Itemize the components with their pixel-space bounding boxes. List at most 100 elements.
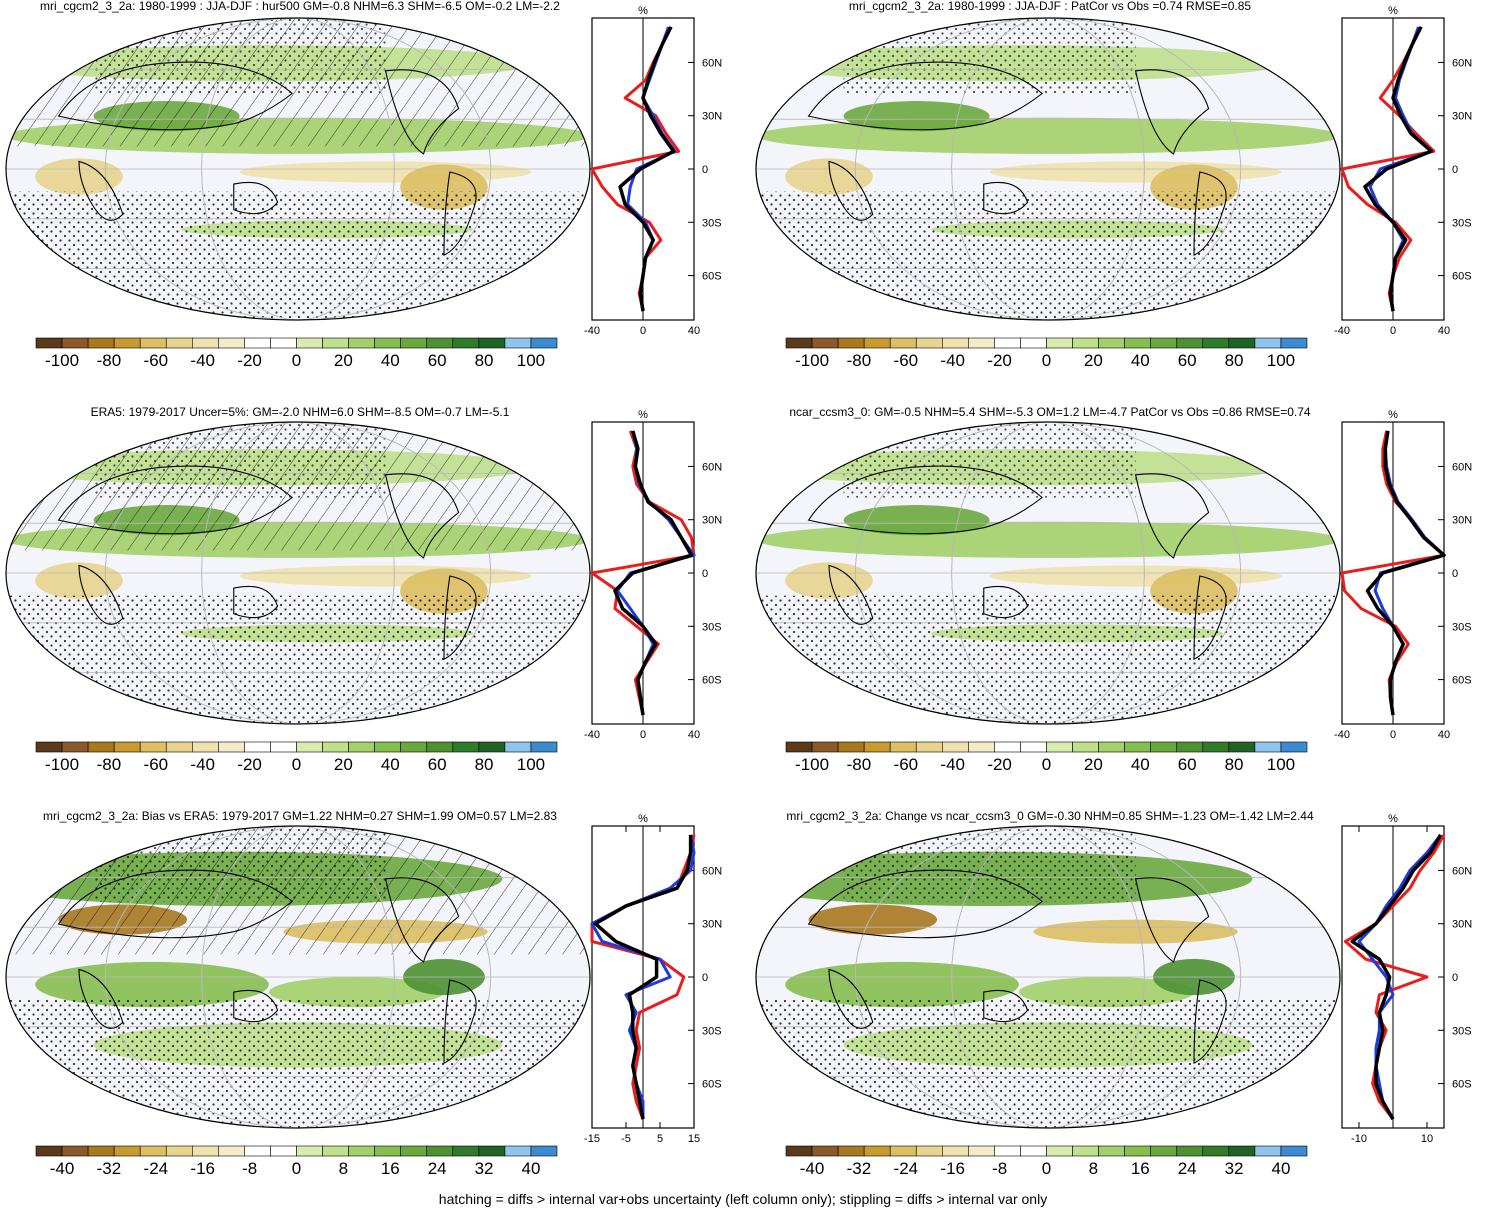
zonal-profile: % 60N 30N 0 30S 60S -40 0 40 xyxy=(1334,409,1472,741)
colorbar-label: 0 xyxy=(1042,1159,1051,1178)
profile-ytick-label: 60N xyxy=(1452,865,1472,877)
colorbar-label: 80 xyxy=(475,755,494,774)
colorbar-swatch xyxy=(968,1145,995,1157)
profile-ytick-label: 30N xyxy=(702,919,722,931)
colorbar-swatch xyxy=(941,1145,969,1157)
colorbar-swatch xyxy=(994,337,1021,349)
panel-p5: mri_cgcm2_3_2a: Bias vs ERA5: 1979-2017 … xyxy=(5,809,722,1178)
colorbar-label: -80 xyxy=(97,755,122,774)
colorbar-swatch xyxy=(322,1145,349,1157)
colorbar-swatch xyxy=(322,741,349,753)
continent-outline xyxy=(1134,473,1210,559)
field-region xyxy=(239,565,532,587)
profile-ytick-label: 30N xyxy=(1452,111,1472,123)
profile-ytick-label: 60S xyxy=(1452,1079,1472,1091)
colorbar-swatch xyxy=(113,337,141,349)
colorbar-swatch xyxy=(1228,337,1256,349)
colorbar-swatch xyxy=(348,1145,375,1157)
colorbar-label: 80 xyxy=(1225,351,1244,370)
map-meridian xyxy=(104,826,492,1128)
map-border xyxy=(755,17,1341,321)
continent-outline xyxy=(443,171,477,256)
colorbar-swatch xyxy=(1098,741,1125,753)
profile-ytick-label: 30S xyxy=(1452,621,1472,633)
continent-outline xyxy=(1134,877,1210,963)
continent-outline xyxy=(233,989,279,1023)
profile-ytick-label: 60N xyxy=(702,865,722,877)
colorbar-label: -24 xyxy=(894,1159,919,1178)
colorbar-label: -100 xyxy=(45,755,79,774)
colorbar-swatch xyxy=(1176,741,1204,753)
colorbar-label: 80 xyxy=(475,351,494,370)
colorbar-swatch xyxy=(452,1145,480,1157)
colorbar-swatch xyxy=(35,1145,63,1157)
map xyxy=(6,826,590,1128)
colorbar-swatch xyxy=(61,337,89,349)
colorbar: -100 -80 -60 -40 -20 0 20 40 60 80 100 xyxy=(35,337,558,370)
continent-outline xyxy=(443,979,477,1064)
colorbar-swatch xyxy=(374,741,401,753)
profile-xtick-label: 0 xyxy=(640,325,646,337)
colorbar-label: 40 xyxy=(1131,351,1150,370)
profile-xtick-label: -40 xyxy=(584,325,600,337)
colorbar-swatch xyxy=(1150,337,1178,349)
colorbar-swatch xyxy=(1124,741,1152,753)
map-border xyxy=(5,421,591,725)
map xyxy=(6,18,590,320)
profile-unit: % xyxy=(1388,813,1398,825)
continent-outline xyxy=(57,61,294,131)
colorbar-label: -60 xyxy=(144,755,169,774)
continent-outline xyxy=(1134,69,1210,155)
colorbar-swatch xyxy=(87,337,115,349)
colorbar-label: -16 xyxy=(190,1159,215,1178)
colorbar-label: 20 xyxy=(334,351,353,370)
zonal-profile: % 60N 30N 0 30S 60S -15 -5 5 15 xyxy=(584,813,722,1145)
colorbar-swatch xyxy=(837,337,865,349)
continent-outline xyxy=(807,465,1044,535)
colorbar-label: 60 xyxy=(1178,755,1197,774)
colorbar-label: 60 xyxy=(1178,351,1197,370)
colorbar-label: -80 xyxy=(847,351,872,370)
colorbar-swatch xyxy=(270,741,297,753)
continent-outline xyxy=(57,869,294,939)
colorbar-swatch xyxy=(1124,337,1152,349)
profile-xtick-label: 0 xyxy=(1390,325,1396,337)
colorbar-swatch xyxy=(426,1145,454,1157)
continent-outline xyxy=(233,181,279,215)
colorbar-swatch xyxy=(1098,1145,1125,1157)
colorbar-swatch xyxy=(270,1145,297,1157)
map-border xyxy=(755,421,1341,725)
map-meridian xyxy=(951,422,1145,724)
colorbar-swatch xyxy=(35,741,63,753)
colorbar-label: 32 xyxy=(475,1159,494,1178)
colorbar-swatch xyxy=(165,1145,193,1157)
colorbar-label: 16 xyxy=(1131,1159,1150,1178)
profile-unit: % xyxy=(638,5,648,17)
map-meridian xyxy=(951,18,1145,320)
continent-outline xyxy=(807,61,1044,131)
continent-outline xyxy=(78,160,124,221)
profile-ytick-label: 60S xyxy=(1452,271,1472,283)
panel-p4: ncar_ccsm3_0: GM=-0.5 NHM=5.4 SHM=-5.3 O… xyxy=(755,405,1472,774)
map-meridian xyxy=(201,422,395,724)
profile-xtick-label: -15 xyxy=(584,1133,600,1145)
hatching xyxy=(6,826,590,955)
colorbar-swatch xyxy=(1254,1145,1282,1157)
stippling xyxy=(6,999,590,1128)
colorbar-swatch xyxy=(192,1145,219,1157)
colorbar-swatch xyxy=(941,337,969,349)
map-meridian xyxy=(201,826,395,1128)
field-region xyxy=(989,161,1282,183)
zonal-profile: % 60N 30N 0 30S 60S -40 0 40 xyxy=(584,5,722,337)
colorbar-swatch xyxy=(452,337,480,349)
colorbar-swatch xyxy=(296,337,323,349)
colorbar-swatch xyxy=(1202,1145,1230,1157)
colorbar-label: -32 xyxy=(847,1159,872,1178)
colorbar-label: 60 xyxy=(428,351,447,370)
colorbar-swatch xyxy=(218,741,245,753)
continent-outline xyxy=(828,968,874,1029)
colorbar-swatch xyxy=(504,1145,532,1157)
colorbar-swatch xyxy=(811,1145,839,1157)
colorbar-swatch xyxy=(889,337,917,349)
stippling xyxy=(6,595,590,724)
